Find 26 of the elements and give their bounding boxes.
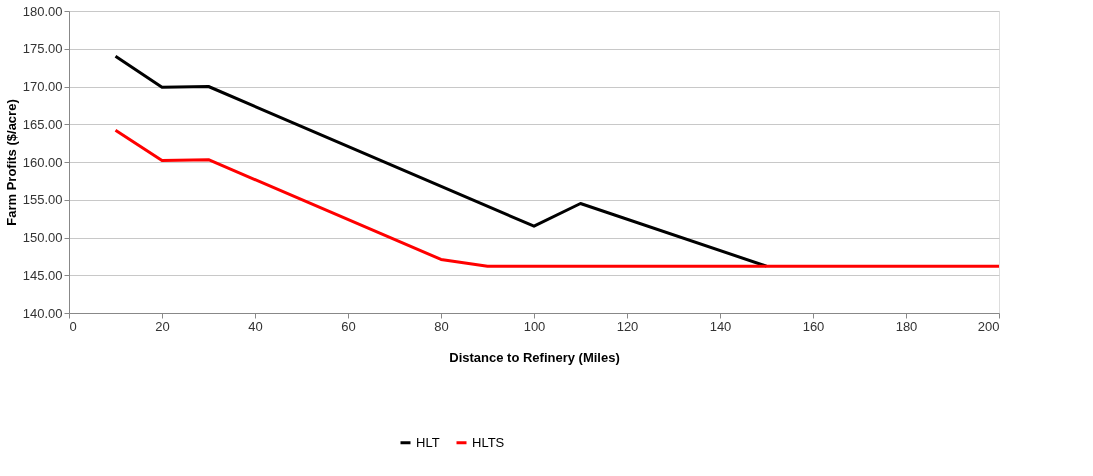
y-tick-label: 180.00 — [22, 3, 63, 19]
x-tick-label: 60 — [341, 318, 356, 334]
x-tick-label: 40 — [248, 318, 263, 334]
x-tick-label: 140 — [709, 318, 732, 334]
x-tick-label: 80 — [434, 318, 449, 334]
x-tick-label: 0 — [69, 318, 77, 334]
x-tick-label: 200 — [977, 318, 1000, 334]
x-tick-label: 120 — [616, 318, 639, 334]
legend-label: HLTS — [472, 434, 505, 450]
line-series — [114, 128, 1001, 268]
y-tick-label: 155.00 — [22, 192, 63, 208]
x-tick-label: 100 — [523, 318, 546, 334]
line-series — [114, 54, 768, 268]
y-tick-label: 150.00 — [22, 230, 63, 245]
x-tick-label: 20 — [155, 318, 170, 334]
y-tick-label: 165.00 — [22, 116, 63, 132]
y-tick-label: 175.00 — [22, 41, 63, 57]
y-tick-label: 170.00 — [22, 79, 63, 94]
x-tick-label: 160 — [802, 318, 825, 334]
y-tick-label: 145.00 — [22, 267, 63, 283]
y-tick-label: 140.00 — [22, 305, 63, 321]
y-tick-label: 160.00 — [22, 154, 63, 170]
x-tick-label: 180 — [895, 318, 918, 334]
y-axis-title: Farm Profits ($/acre) — [3, 99, 19, 226]
legend-label: HLT — [416, 434, 440, 450]
x-axis-title: Distance to Refinery (Miles) — [449, 349, 620, 365]
